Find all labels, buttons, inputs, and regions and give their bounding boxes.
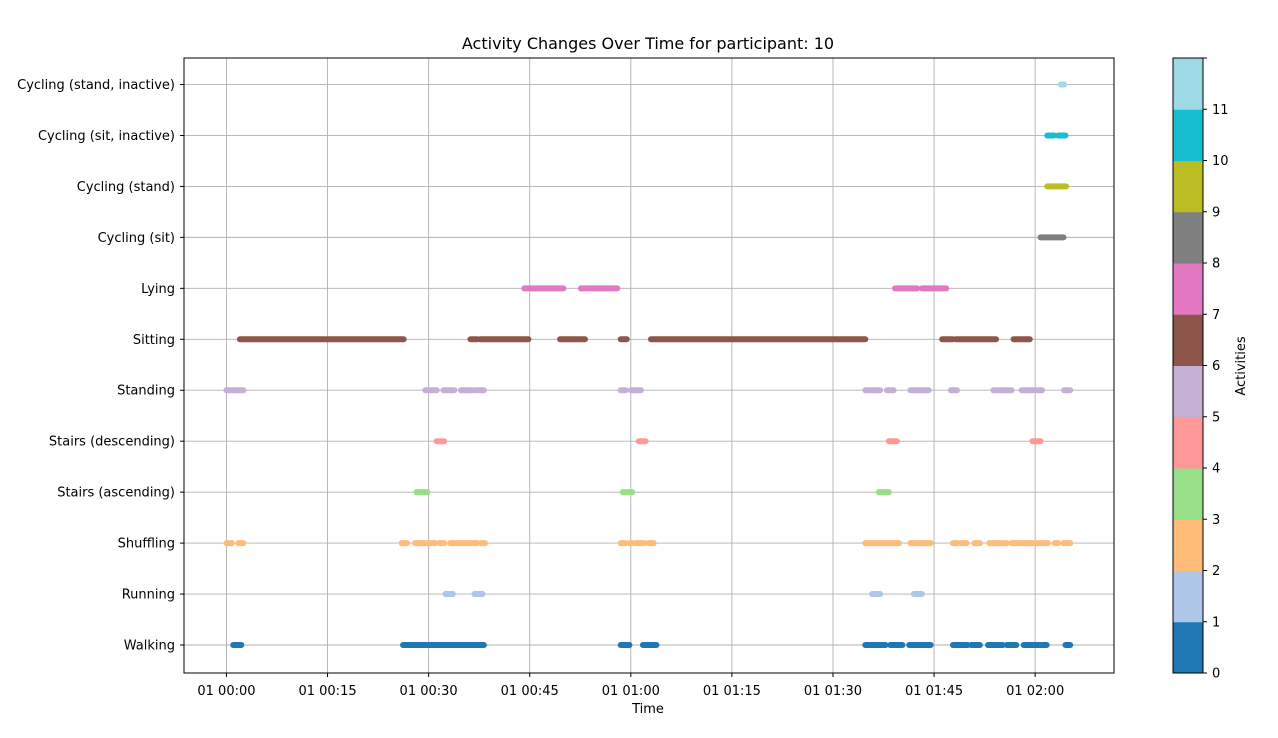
colorbar-band xyxy=(1173,416,1203,469)
colorbar-tick-label: 10 xyxy=(1212,154,1229,169)
colorbar-band xyxy=(1173,468,1203,520)
y-tick-label: Walking xyxy=(124,639,175,654)
y-tick-label: Cycling (stand, inactive) xyxy=(17,78,175,93)
x-tick-label: 01 01:00 xyxy=(602,684,660,699)
plot-frame xyxy=(183,57,1115,674)
colorbar-tick-label: 4 xyxy=(1212,462,1220,477)
colorbar-tick-label: 6 xyxy=(1212,359,1220,374)
y-tick-label: Running xyxy=(122,588,175,603)
colorbar-tick-label: 9 xyxy=(1212,205,1220,220)
colorbar-band xyxy=(1173,519,1203,571)
colorbar-tick-label: 3 xyxy=(1212,513,1220,528)
y-tick-label: Cycling (stand) xyxy=(77,180,175,195)
y-tick-label: Lying xyxy=(141,282,175,297)
x-tick-label: 01 00:30 xyxy=(400,684,458,699)
colorbar-tick-label: 11 xyxy=(1212,103,1229,118)
y-tick-label: Cycling (sit) xyxy=(98,231,175,246)
chart-title: Activity Changes Over Time for participa… xyxy=(462,34,834,53)
x-tick-label: 01 01:45 xyxy=(905,684,963,699)
plot-background xyxy=(184,58,1114,673)
colorbar-label: Activities xyxy=(1234,336,1249,396)
colorbar-band xyxy=(1173,621,1203,674)
colorbar-tick-label: 0 xyxy=(1212,667,1220,682)
colorbar-band xyxy=(1173,365,1203,418)
colorbar-tick-label: 5 xyxy=(1212,410,1220,425)
colorbar: 0 1 2 3 4 5 6 7 8 9 10 11 xyxy=(1172,57,1229,682)
colorbar-band xyxy=(1173,211,1203,264)
colorbar-band xyxy=(1173,314,1203,366)
colorbar-band xyxy=(1173,570,1203,623)
x-tick-label: 01 01:30 xyxy=(804,684,862,699)
colorbar-band xyxy=(1173,109,1203,161)
x-tick-label: 01 02:00 xyxy=(1006,684,1064,699)
colorbar-band xyxy=(1173,58,1203,110)
y-tick-label: Standing xyxy=(117,384,175,399)
x-tick-label: 01 00:15 xyxy=(298,684,356,699)
y-tick-label: Stairs (ascending) xyxy=(57,486,175,501)
colorbar-band xyxy=(1173,160,1203,213)
x-axis-label: Time xyxy=(631,702,664,717)
y-tick-label: Shuffling xyxy=(118,537,175,552)
colorbar-tick-label: 7 xyxy=(1212,308,1220,323)
colorbar-tick-label: 1 xyxy=(1212,615,1220,630)
plot-area: 01 00:00 01 00:15 01 00:30 01 00:45 01 01:00… xyxy=(17,57,1115,699)
colorbar-tick-label: 2 xyxy=(1212,564,1220,579)
y-tick-label: Cycling (sit, inactive) xyxy=(38,129,175,144)
x-tick-label: 01 00:00 xyxy=(197,684,255,699)
y-tick-label: Stairs (descending) xyxy=(49,435,175,450)
colorbar-tick-label: 8 xyxy=(1212,257,1220,272)
x-tick-label: 01 00:45 xyxy=(501,684,559,699)
x-tick-label: 01 01:15 xyxy=(703,684,761,699)
y-tick-label: Sitting xyxy=(133,333,175,348)
colorbar-band xyxy=(1173,263,1203,315)
